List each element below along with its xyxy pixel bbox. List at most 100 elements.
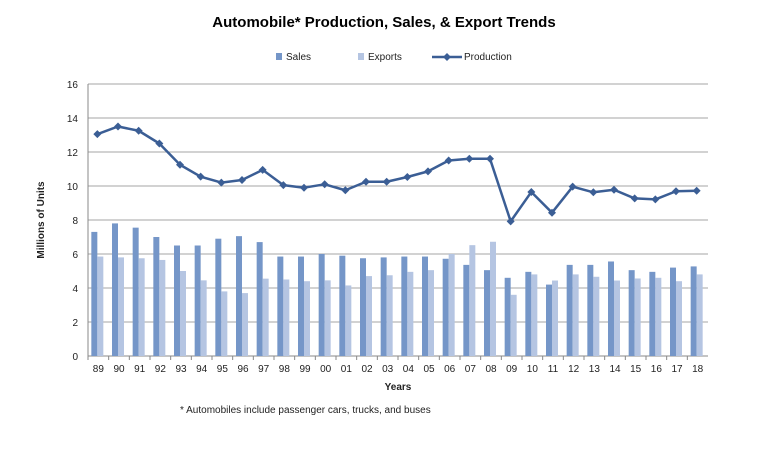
x-tick-label: 12 [568, 364, 580, 375]
x-tick-label: 97 [258, 364, 270, 375]
x-tick-label: 93 [175, 364, 187, 375]
x-tick-label: 08 [485, 364, 497, 375]
bar-exports [345, 285, 352, 356]
legend-exports-swatch [358, 53, 364, 60]
chart-title: Automobile* Production, Sales, & Export … [212, 14, 555, 31]
x-tick-label: 98 [279, 364, 291, 375]
y-axis-label: Millions of Units [36, 181, 47, 259]
x-tick-label: 96 [237, 364, 249, 375]
x-tick-label: 02 [361, 364, 373, 375]
bar-sales [690, 266, 697, 356]
y-tick-label: 8 [72, 216, 78, 227]
production-point [217, 178, 226, 187]
x-tick-label: 92 [155, 364, 167, 375]
bar-exports [324, 280, 331, 356]
bar-sales [525, 271, 532, 356]
x-tick-label: 90 [113, 364, 125, 375]
bar-exports [676, 281, 682, 356]
bar-exports [407, 271, 414, 356]
bar-sales [587, 264, 594, 356]
bar-exports [552, 280, 558, 356]
bar-sales [463, 264, 470, 356]
y-tick-label: 12 [67, 148, 79, 159]
y-tick-label: 0 [72, 352, 78, 363]
bar-sales [380, 257, 387, 356]
bar-exports [531, 274, 538, 356]
production-point [630, 194, 639, 203]
bars [91, 223, 703, 356]
y-tick-label: 4 [72, 284, 78, 295]
bar-exports [469, 245, 476, 356]
legend: Sales Exports Production [276, 52, 512, 63]
production-point [444, 156, 453, 165]
bar-sales [360, 258, 366, 356]
production-point [486, 154, 494, 163]
production-point [568, 182, 577, 191]
production-point [155, 139, 164, 148]
bar-exports [242, 293, 248, 356]
x-tick-label: 99 [299, 364, 311, 375]
bar-sales [318, 254, 325, 356]
x-tick-label: 00 [320, 364, 332, 375]
bar-exports [510, 294, 517, 356]
bar-exports [593, 276, 600, 356]
x-tick-label: 13 [589, 364, 601, 375]
bar-sales [236, 236, 242, 356]
bar-sales [401, 256, 408, 356]
bar-sales [153, 237, 160, 356]
bar-exports [386, 275, 393, 356]
bar-sales [484, 270, 490, 356]
bar-exports [572, 274, 579, 356]
bar-exports [221, 291, 228, 356]
production-point [258, 165, 267, 174]
legend-sales-label: Sales [286, 52, 311, 63]
bar-sales [670, 267, 676, 356]
x-tick-label: 16 [651, 364, 663, 375]
bar-exports [614, 280, 620, 356]
bar-exports [118, 257, 124, 356]
production-point [692, 186, 701, 195]
x-tick-label: 94 [196, 364, 208, 375]
x-tick-label: 03 [382, 364, 394, 375]
bar-exports [283, 279, 290, 356]
production-point [548, 208, 556, 217]
y-tick-label: 6 [72, 250, 78, 261]
production-point [506, 217, 515, 226]
bar-sales [628, 270, 635, 356]
x-tick-label: 04 [403, 364, 415, 375]
bar-exports [138, 258, 145, 356]
bar-sales [174, 245, 180, 356]
x-tick-label: 05 [423, 364, 435, 375]
production-point [114, 122, 122, 131]
x-axis-ticks: 89 90 91 92 93 94 95 96 97 98 99 00 01 02 03 04 05 06 07 08… [87, 356, 704, 375]
production-line [93, 122, 701, 226]
x-tick-label: 06 [444, 364, 456, 375]
x-tick-label: 09 [506, 364, 518, 375]
bar-exports [655, 277, 662, 356]
bar-exports [262, 278, 269, 356]
bar-sales [566, 264, 573, 356]
bar-exports [200, 280, 207, 356]
x-tick-label: 17 [671, 364, 683, 375]
production-point [196, 172, 205, 181]
production-line-path [96, 125, 697, 223]
legend-exports-label: Exports [368, 52, 402, 63]
x-tick-label: 10 [527, 364, 539, 375]
production-point [403, 172, 412, 181]
bar-exports [180, 271, 186, 356]
x-tick-label: 01 [341, 364, 353, 375]
production-point [238, 176, 246, 185]
bar-sales [132, 227, 139, 356]
bar-exports [159, 259, 166, 356]
bar-sales [215, 238, 222, 356]
x-tick-label: 18 [692, 364, 704, 375]
production-point [320, 180, 329, 189]
bar-sales [339, 255, 346, 356]
bar-sales [256, 242, 263, 356]
bar-exports [366, 276, 372, 356]
bar-sales [442, 258, 449, 356]
bar-sales [422, 256, 428, 356]
bar-sales [112, 223, 118, 356]
production-point [362, 177, 370, 186]
